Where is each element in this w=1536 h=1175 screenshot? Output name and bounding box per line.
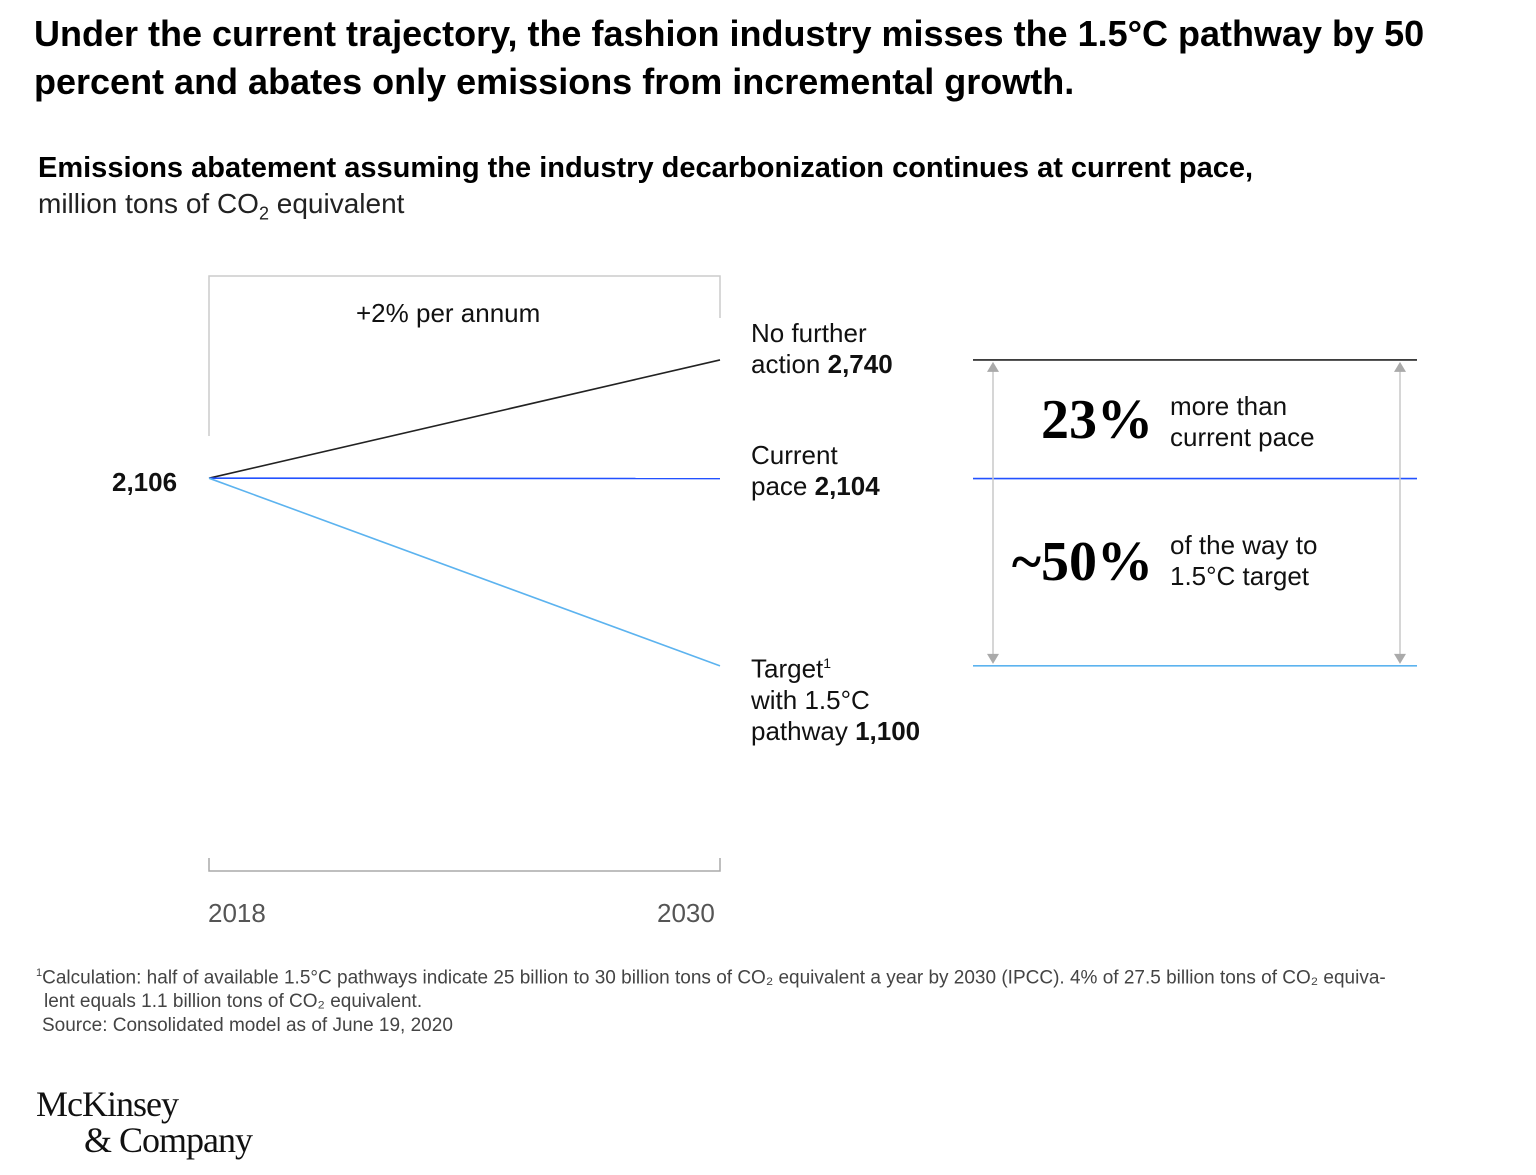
units-suffix: equivalent xyxy=(268,188,405,219)
label-line: 1.5°C target xyxy=(1170,561,1310,591)
x-tick-2018: 2018 xyxy=(208,898,266,928)
footnote: 1Calculation: half of available 1.5°C pa… xyxy=(36,961,1516,1038)
series-label-target: Target1 with 1.5°C pathway 1,100 xyxy=(751,648,920,747)
arrow-down-icon xyxy=(1394,653,1406,664)
chart-units: million tons of CO2 equivalent xyxy=(38,188,404,225)
logo-line: McKinsey xyxy=(36,1084,179,1124)
arrow-up-icon xyxy=(1394,361,1406,372)
units-text: million tons of CO xyxy=(38,188,259,219)
label-line: Target xyxy=(751,653,824,684)
x-tick-2030: 2030 xyxy=(657,898,715,928)
annotation-text-23: more than current pace xyxy=(1170,391,1315,453)
label-line: No further xyxy=(751,318,867,348)
label-line: pathway xyxy=(751,715,848,746)
label-line: Current xyxy=(751,440,838,470)
value-label: 2,740 xyxy=(827,349,893,379)
series-label-no-further-action: No further action 2,740 xyxy=(751,318,893,380)
headline: Under the current trajectory, the fashio… xyxy=(34,13,1425,102)
plot-frame-top xyxy=(208,275,721,436)
x-axis xyxy=(208,858,721,872)
label-line: action xyxy=(751,349,821,379)
footnote-line: Calculation: half of available 1.5°C pat… xyxy=(42,967,1386,989)
annotation-text-50: of the way to 1.5°C target xyxy=(1170,530,1317,592)
arrow-down-icon xyxy=(987,653,999,664)
label-line: more than xyxy=(1170,391,1288,421)
source-line: Source: Consolidated model as of June 19… xyxy=(42,1015,453,1037)
footnote-mark: 1 xyxy=(823,655,832,671)
annotation-big-50: ~50% xyxy=(1011,531,1153,593)
value-label: 1,100 xyxy=(855,715,921,746)
footnote-line: lent equals 1.1 billion tons of CO₂ equi… xyxy=(44,991,423,1013)
period-label: +2% per annum xyxy=(356,298,541,328)
value-label: 2,104 xyxy=(814,471,880,501)
mckinsey-logo: McKinsey & Company xyxy=(36,1084,253,1160)
label-line: with 1.5°C xyxy=(751,684,870,715)
logo-line: & Company xyxy=(84,1120,253,1160)
units-subscript: 2 xyxy=(258,203,269,224)
series-line-target-with-1-5-c-pathway xyxy=(208,477,721,667)
annotation-big-23: 23% xyxy=(1041,389,1153,451)
chart-title: Emissions abatement assuming the industr… xyxy=(38,152,1254,184)
series-line-no-further-action xyxy=(208,359,721,479)
label-line: current pace xyxy=(1170,422,1315,452)
label-line: of the way to xyxy=(1170,530,1318,560)
label-line: pace xyxy=(751,471,808,501)
arrow-up-icon xyxy=(987,361,999,372)
footnote-mark: 1 xyxy=(36,967,43,979)
start-value-label: 2,106 xyxy=(112,467,178,497)
series-label-current-pace: Current pace 2,104 xyxy=(751,440,880,502)
